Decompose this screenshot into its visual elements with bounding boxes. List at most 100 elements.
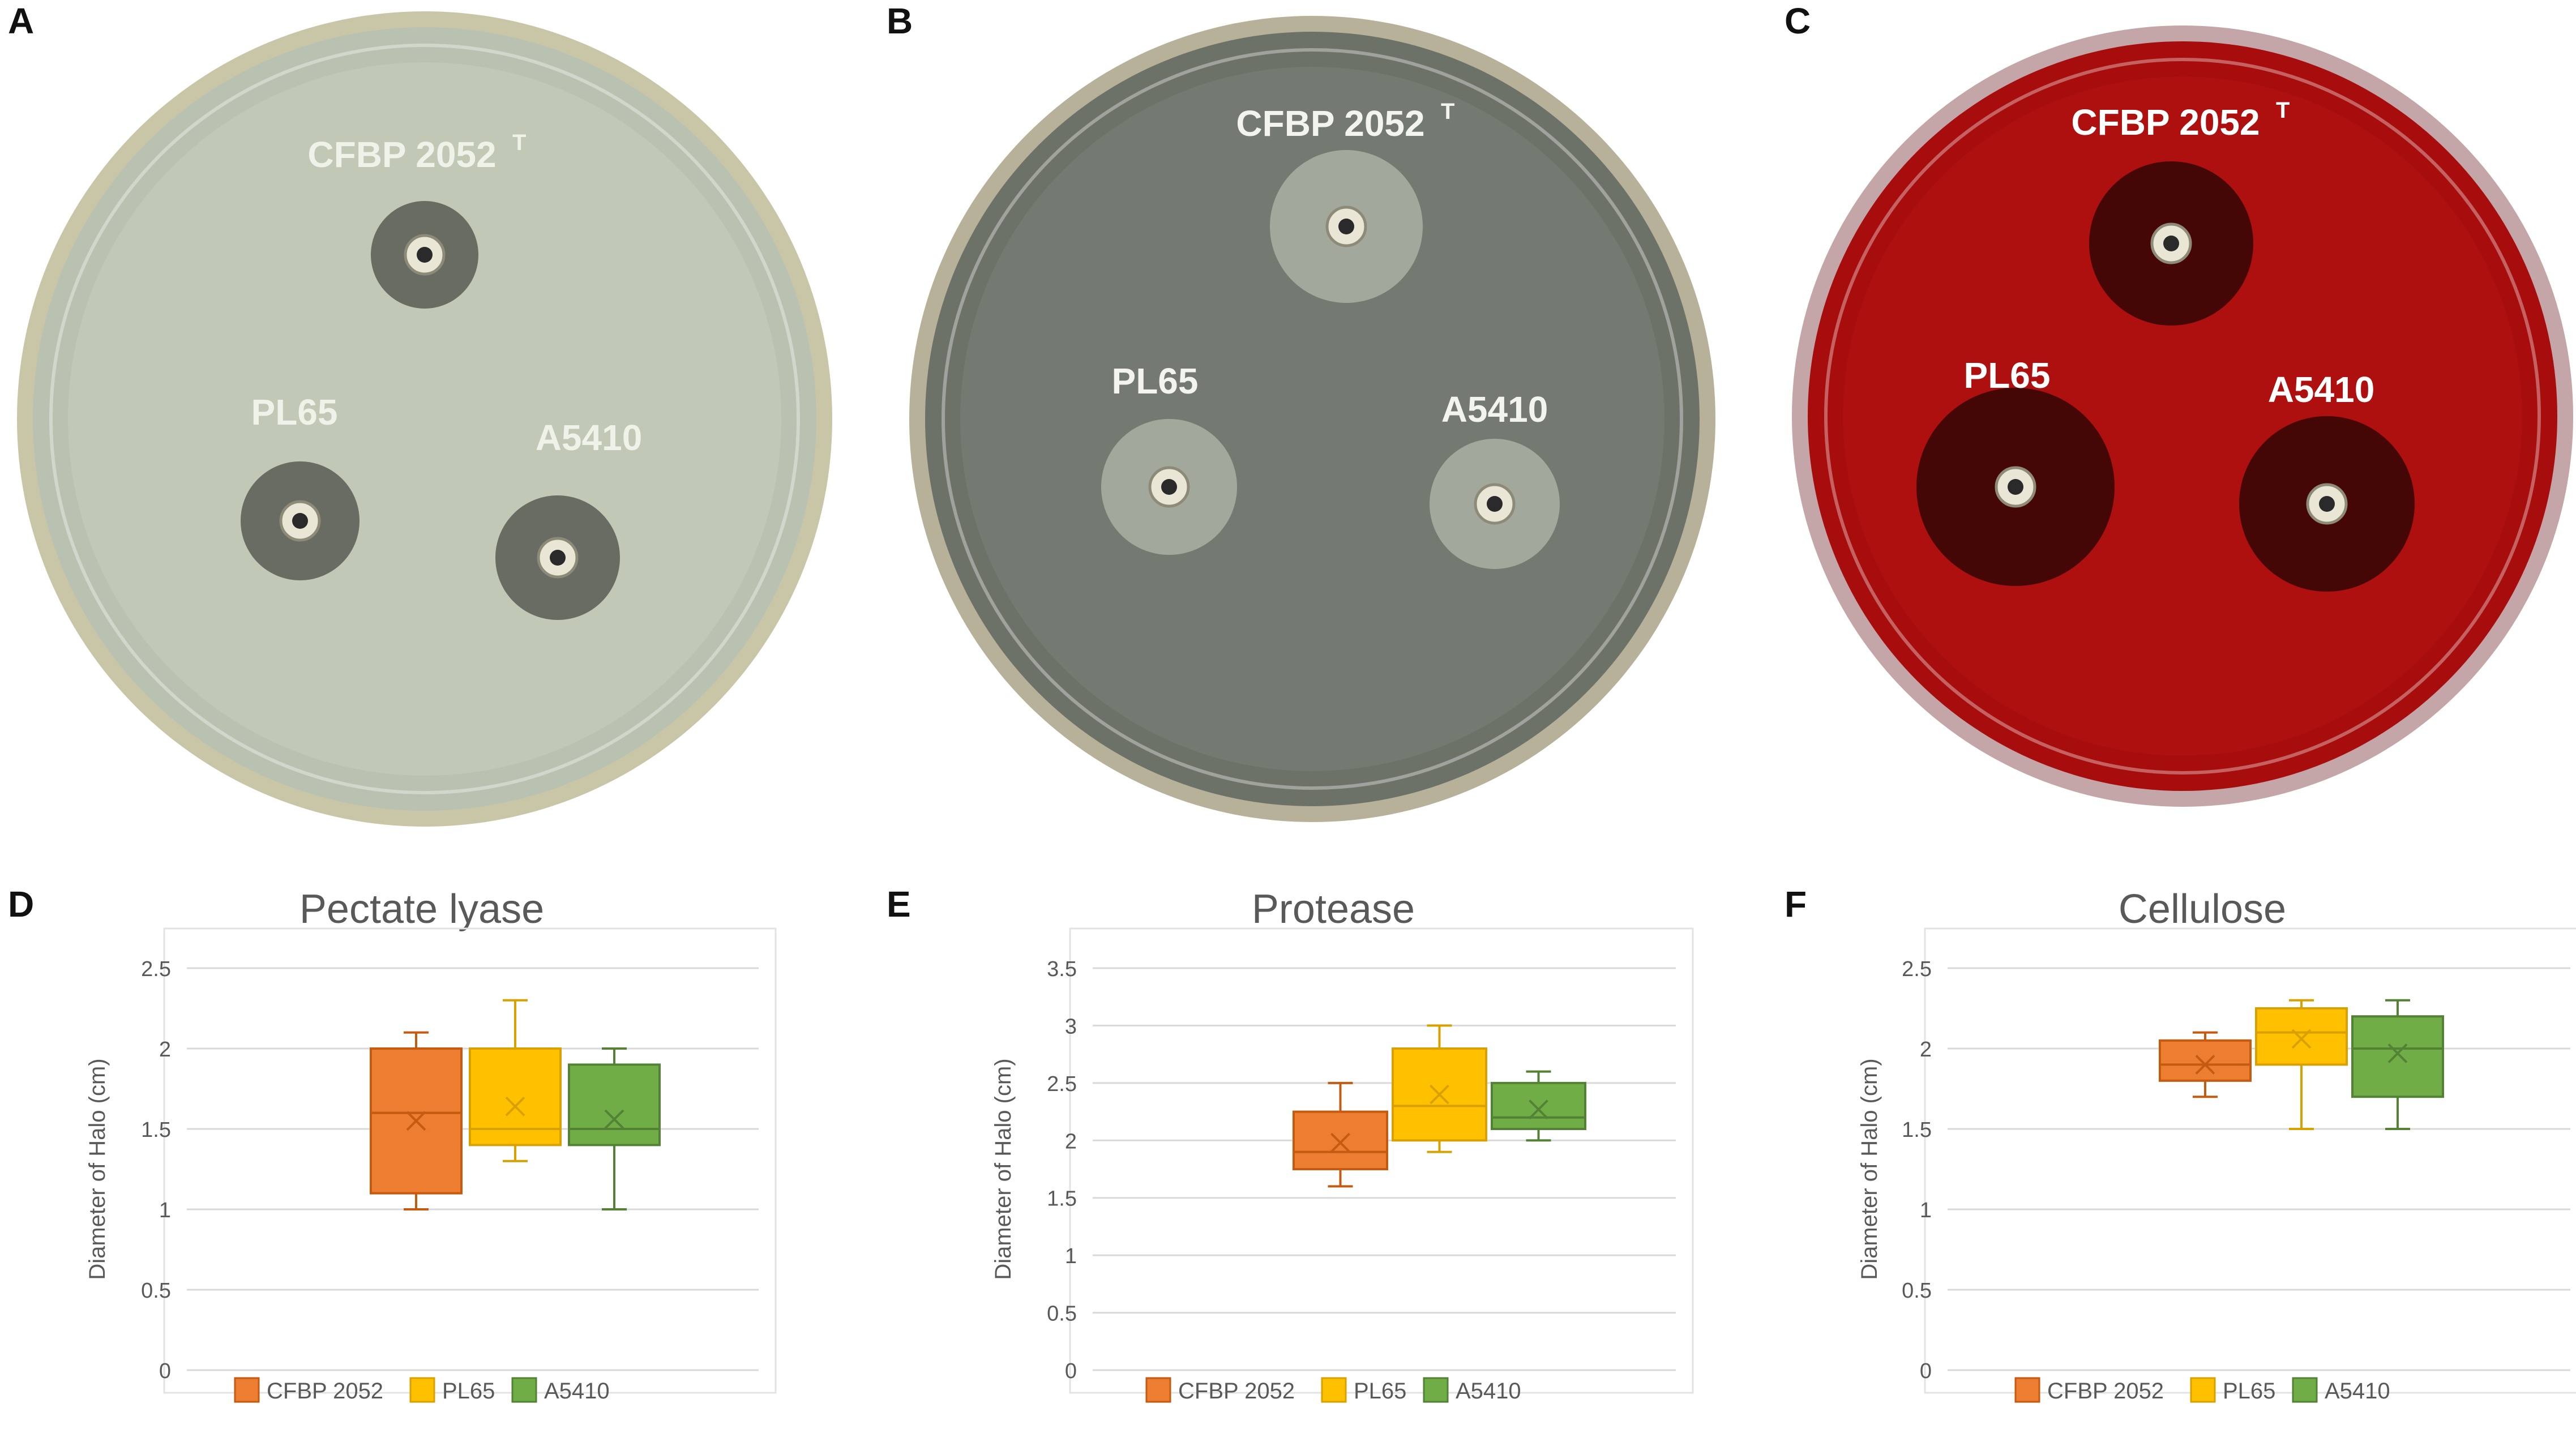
legend-swatch — [1145, 1377, 1171, 1403]
panel-letter-b: B — [887, 1, 913, 41]
legend-swatch — [234, 1377, 260, 1403]
y-tick-label: 1 — [159, 1199, 171, 1222]
box-0 — [1293, 1110, 1388, 1171]
chart-title: Protease — [1252, 887, 1415, 932]
plot-frame — [163, 927, 777, 1394]
panel-letter-c: C — [1785, 1, 1811, 41]
y-tick-label: 0 — [1920, 1359, 1932, 1383]
y-axis-label: Diameter of Halo (cm) — [85, 1058, 110, 1280]
y-tick-label: 2 — [159, 1038, 171, 1062]
panel-letter-e: E — [887, 884, 911, 925]
well-center-left — [1161, 479, 1177, 495]
y-tick-label: 0 — [159, 1359, 171, 1383]
legend-swatch — [2190, 1377, 2216, 1403]
strain-label-left: PL65 — [1112, 361, 1199, 401]
y-tick-label: 0.5 — [1047, 1302, 1077, 1326]
mean-marker — [2387, 1043, 2408, 1063]
panel-letter-a: A — [8, 1, 35, 41]
agar-plate-b: CFBP 2052 T PL65 A5410 — [909, 16, 1715, 822]
plate-agar-inner — [960, 67, 1664, 771]
plot-frame — [1924, 927, 2576, 1394]
mean-marker — [406, 1111, 426, 1131]
y-axis-label: Diameter of Halo (cm) — [1857, 1058, 1882, 1280]
y-tick-label: 2 — [1920, 1038, 1932, 1062]
y-tick-label: 0 — [1065, 1359, 1077, 1383]
plate-inner-ring — [1824, 58, 2541, 775]
y-tick-label: 1.5 — [1902, 1118, 1932, 1142]
strain-label-top: CFBP 2052 — [1236, 103, 1424, 144]
strain-label-right: A5410 — [1441, 389, 1548, 430]
y-tick-label: 3 — [1065, 1015, 1077, 1038]
plate-inner-ring — [942, 48, 1683, 790]
y-axis-label: Diameter of Halo (cm) — [991, 1058, 1016, 1280]
well-center-top — [1338, 219, 1354, 234]
legend-label: CFBP 2052 — [2047, 1379, 2164, 1404]
mean-marker — [1430, 1084, 1449, 1105]
legend-swatch — [1321, 1377, 1347, 1403]
well-center-left — [2008, 479, 2023, 495]
strain-label-superscript: T — [512, 130, 526, 155]
box-chart-pectate-lyase: Pectate lyase 0 0.5 1 1.5 2 2.5 Diameter of Hal… — [85, 887, 777, 1404]
strain-label-right: A5410 — [536, 417, 643, 458]
box-2 — [568, 1063, 661, 1146]
box-chart-cellulose: Cellulose 0 0.5 1 1.5 2 2.5 Diameter of Halo (c… — [1857, 887, 2576, 1404]
strain-label-superscript: T — [1441, 99, 1454, 124]
y-tick-label: 0.5 — [1902, 1279, 1932, 1303]
y-tick-label: 2.5 — [1902, 957, 1932, 981]
well-center-right — [1487, 496, 1503, 512]
strain-label-left: PL65 — [251, 392, 338, 433]
strain-label-superscript: T — [2276, 98, 2290, 123]
y-tick-label: 0.5 — [141, 1279, 171, 1303]
legend-label: CFBP 2052 — [1178, 1379, 1295, 1404]
box-1 — [469, 1047, 562, 1146]
strain-label-top: CFBP 2052 — [2071, 102, 2260, 143]
legend-swatch — [2292, 1377, 2318, 1403]
y-tick-label: 2.5 — [1047, 1072, 1077, 1096]
chart-title: Pectate lyase — [299, 887, 544, 932]
well-center-right — [2319, 496, 2335, 512]
y-tick-label: 1 — [1065, 1244, 1077, 1268]
mean-marker — [1330, 1132, 1350, 1153]
box-0 — [2159, 1039, 2252, 1082]
well-center-right — [550, 550, 566, 566]
well-center-top — [2163, 236, 2179, 251]
agar-plate-a: CFBP 2052 T PL65 A5410 — [17, 11, 832, 827]
well-center-left — [292, 513, 308, 529]
legend-swatch — [1423, 1377, 1449, 1403]
y-tick-label: 1 — [1920, 1199, 1932, 1222]
legend-label: A5410 — [1456, 1379, 1521, 1404]
strain-label-top: CFBP 2052 — [307, 134, 496, 175]
y-tick-label: 1.5 — [1047, 1187, 1077, 1211]
legend-label: A5410 — [2325, 1379, 2390, 1404]
mean-marker — [505, 1096, 525, 1116]
chart-title: Cellulose — [2119, 887, 2286, 932]
well-center-top — [417, 247, 433, 263]
plate-inner-ring — [49, 44, 800, 794]
legend-label: PL65 — [2223, 1379, 2275, 1404]
legend-swatch — [511, 1377, 537, 1403]
strain-label-left: PL65 — [1964, 355, 2051, 396]
legend-swatch — [409, 1377, 435, 1403]
mean-marker — [604, 1109, 624, 1130]
box-2 — [2351, 1015, 2444, 1098]
legend-swatch — [2014, 1377, 2040, 1403]
mean-marker — [2291, 1029, 2312, 1049]
box-2 — [1491, 1081, 1586, 1131]
legend-label: PL65 — [442, 1379, 495, 1404]
panel-letter-d: D — [8, 884, 35, 925]
agar-plate-c: CFBP 2052 T PL65 A5410 — [1792, 25, 2573, 807]
y-tick-label: 1.5 — [141, 1118, 171, 1142]
legend-label: A5410 — [544, 1379, 610, 1404]
legend-label: CFBP 2052 — [267, 1379, 383, 1404]
mean-marker — [1529, 1100, 1548, 1119]
mean-marker — [2195, 1054, 2215, 1075]
panel-letter-f: F — [1785, 884, 1807, 925]
strain-label-right: A5410 — [2268, 369, 2375, 410]
y-tick-label: 2 — [1065, 1130, 1077, 1153]
y-tick-label: 3.5 — [1047, 957, 1077, 981]
y-tick-label: 2.5 — [141, 957, 171, 981]
box-chart-protease: Protease 0 0.5 1 1.5 2 2.5 3 3.5 Diameter of Halo… — [991, 887, 1694, 1404]
legend-label: PL65 — [1354, 1379, 1406, 1404]
box-1 — [2255, 1007, 2348, 1066]
plot-frame — [1069, 927, 1694, 1394]
